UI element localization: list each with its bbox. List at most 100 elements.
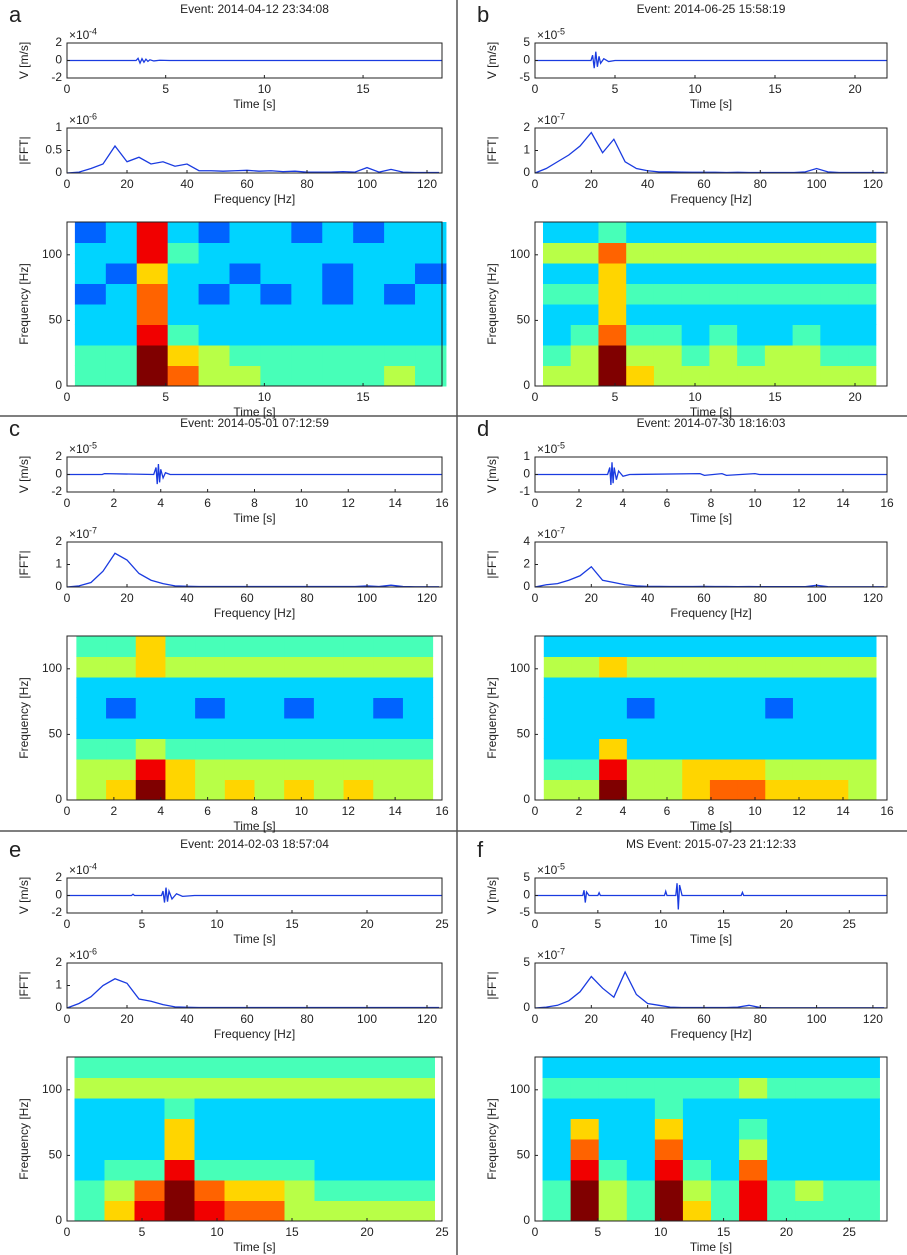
spectrogram-cell xyxy=(314,1180,345,1201)
spectrogram-cell xyxy=(291,345,323,366)
y-tick-label: -2 xyxy=(51,70,62,84)
spectrogram-cell xyxy=(74,1139,105,1160)
x-axis-label: Frequency [Hz] xyxy=(670,606,751,620)
spectrogram-cell xyxy=(136,304,169,325)
spectrogram-cell xyxy=(711,1077,740,1099)
spectrogram-cell xyxy=(165,656,196,678)
spectrogram-cell xyxy=(313,718,345,739)
spectrogram-cell xyxy=(195,636,226,657)
x-tick-label: 25 xyxy=(435,917,449,931)
spectrogram-cell xyxy=(106,697,137,719)
spectrogram-cell xyxy=(626,1159,656,1181)
spectrogram-cell xyxy=(105,304,138,325)
y-axis-label: |FFT| xyxy=(485,971,499,999)
x-axis-label: Time [s] xyxy=(690,1240,732,1254)
spectrogram-cell xyxy=(570,1057,600,1078)
spectrogram-cell xyxy=(135,759,166,780)
y-tick-label: 1 xyxy=(523,449,530,463)
y-tick-label: 0 xyxy=(523,1000,530,1014)
spectrogram-cell xyxy=(74,304,107,325)
spectrogram-cell xyxy=(792,304,821,325)
spectrogram-cell xyxy=(626,283,655,305)
y-axis-label: Frequency [Hz] xyxy=(485,263,499,344)
spectrogram-cell xyxy=(626,1139,656,1160)
spectrogram-cell xyxy=(229,283,261,305)
x-axis-label: Frequency [Hz] xyxy=(214,606,295,620)
spectrogram-cell xyxy=(571,759,600,780)
spectrogram-cell xyxy=(404,1098,435,1119)
x-tick-label: 100 xyxy=(807,177,827,191)
x-axis-label: Time [s] xyxy=(233,819,275,833)
spectrogram-cell xyxy=(795,1098,824,1119)
axis-multiplier-exponent: -5 xyxy=(557,440,565,450)
spectrogram-cell xyxy=(792,677,822,698)
axis-multiplier-exponent: -5 xyxy=(89,440,97,450)
spectrogram-cell xyxy=(229,263,261,284)
spectrogram-cell xyxy=(254,656,285,678)
x-tick-label: 10 xyxy=(654,1225,668,1239)
spectrogram-cell xyxy=(542,1118,572,1140)
spectrogram-cell xyxy=(848,365,877,387)
spectrogram-cell xyxy=(313,677,345,698)
spectrogram-cell xyxy=(76,718,107,739)
spectrogram-cell xyxy=(598,222,627,243)
x-tick-label: 6 xyxy=(204,496,211,510)
x-axis-label: Time [s] xyxy=(690,932,732,946)
spectrogram-cell xyxy=(322,263,354,284)
spectrogram-cell xyxy=(570,242,599,264)
y-axis-label: |FFT| xyxy=(485,136,499,164)
spectrogram-cell xyxy=(134,1159,165,1181)
spectrogram-cell xyxy=(682,1159,712,1181)
spectrogram-cell xyxy=(74,1159,105,1181)
spectrogram-cell xyxy=(823,1057,852,1078)
spectrogram-cell xyxy=(194,1139,225,1160)
spectrogram-cell xyxy=(626,1098,656,1119)
spectrogram-cell xyxy=(167,365,200,387)
x-axis-label: Frequency [Hz] xyxy=(670,192,751,206)
x-tick-label: 0 xyxy=(64,917,71,931)
spectrogram-cell xyxy=(653,324,683,346)
axis-multiplier: ×10 xyxy=(69,948,90,962)
spectrogram-cell xyxy=(599,718,628,739)
spectrogram-cell xyxy=(570,1098,600,1119)
spectrogram-cell xyxy=(765,738,794,760)
spectrogram-cell xyxy=(404,1200,435,1222)
spectrogram-cell xyxy=(626,365,655,387)
spectrogram-cell xyxy=(626,738,656,760)
spectrogram-cell xyxy=(570,222,599,243)
spectrogram-cell xyxy=(820,304,849,325)
axis-multiplier: ×10 xyxy=(537,863,558,877)
spectrogram-cell xyxy=(739,1180,768,1201)
spectrogram-cell xyxy=(74,1118,105,1140)
spectrogram-cell xyxy=(74,263,107,284)
spectrogram-cell xyxy=(260,242,292,264)
axes-box xyxy=(66,127,443,174)
x-axis-label: Time [s] xyxy=(690,97,732,111)
spectrogram-cell xyxy=(598,1180,628,1201)
spectrogram-cell xyxy=(167,263,200,284)
y-tick-label: 100 xyxy=(510,247,530,261)
spectrogram-cell xyxy=(737,779,766,801)
spectrogram-cell xyxy=(626,1057,656,1078)
spectrogram-cell xyxy=(737,283,766,305)
y-tick-label: 100 xyxy=(510,1082,530,1096)
spectrogram-cell xyxy=(165,779,196,801)
spectrogram-cell xyxy=(598,324,627,346)
x-tick-label: 20 xyxy=(780,1225,794,1239)
spectrogram-cell xyxy=(224,779,255,801)
spectrogram-cell xyxy=(681,365,710,387)
spectrogram-cell xyxy=(711,1180,740,1201)
spectrogram-cell xyxy=(224,677,255,698)
x-tick-label: 10 xyxy=(295,496,309,510)
spectrogram-cell xyxy=(570,263,599,284)
spectrogram-cell xyxy=(415,222,447,243)
x-tick-label: 8 xyxy=(251,496,258,510)
spectrogram-cell xyxy=(851,1139,880,1160)
spectrogram-cell xyxy=(682,1180,712,1201)
spectrogram-cell xyxy=(164,1180,195,1201)
panel-letter: e xyxy=(9,837,21,862)
spectrogram-cell xyxy=(136,263,169,284)
spectrogram-cell xyxy=(74,222,107,243)
spectrogram-cell xyxy=(764,345,794,366)
